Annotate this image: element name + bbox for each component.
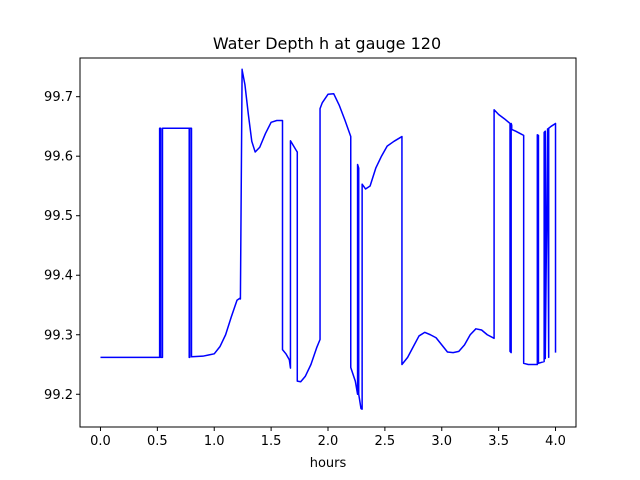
chart-title: Water Depth h at gauge 120	[213, 34, 441, 53]
series-line-1	[100, 68, 557, 410]
x-axis-label: hours	[310, 456, 347, 471]
x-tick-label: 1.5	[261, 434, 282, 449]
x-tick-label: 3.5	[488, 434, 509, 449]
y-tick-label: 99.7	[44, 90, 73, 105]
y-axis-ticks: 99.2 99.3 99.4 99.5 99.6 99.7	[44, 90, 80, 403]
x-tick-label: 0.0	[90, 434, 111, 449]
x-tick-label: 1.0	[204, 434, 225, 449]
y-tick-label: 99.3	[44, 328, 73, 343]
plot-area	[100, 68, 557, 410]
x-tick-label: 4.0	[545, 434, 566, 449]
plot-frame	[79, 57, 577, 428]
y-tick-label: 99.5	[44, 209, 73, 224]
y-tick-label: 99.4	[44, 269, 73, 284]
y-tick-label: 99.2	[44, 388, 73, 403]
x-tick-label: 2.0	[318, 434, 339, 449]
x-tick-label: 2.5	[375, 434, 396, 449]
x-axis-ticks: 0.0 0.5 1.0 1.5 2.0 2.5 3.0 3.5 4.0	[90, 427, 566, 449]
x-tick-label: 0.5	[147, 434, 168, 449]
x-tick-label: 3.0	[431, 434, 452, 449]
y-tick-label: 99.6	[44, 150, 73, 165]
